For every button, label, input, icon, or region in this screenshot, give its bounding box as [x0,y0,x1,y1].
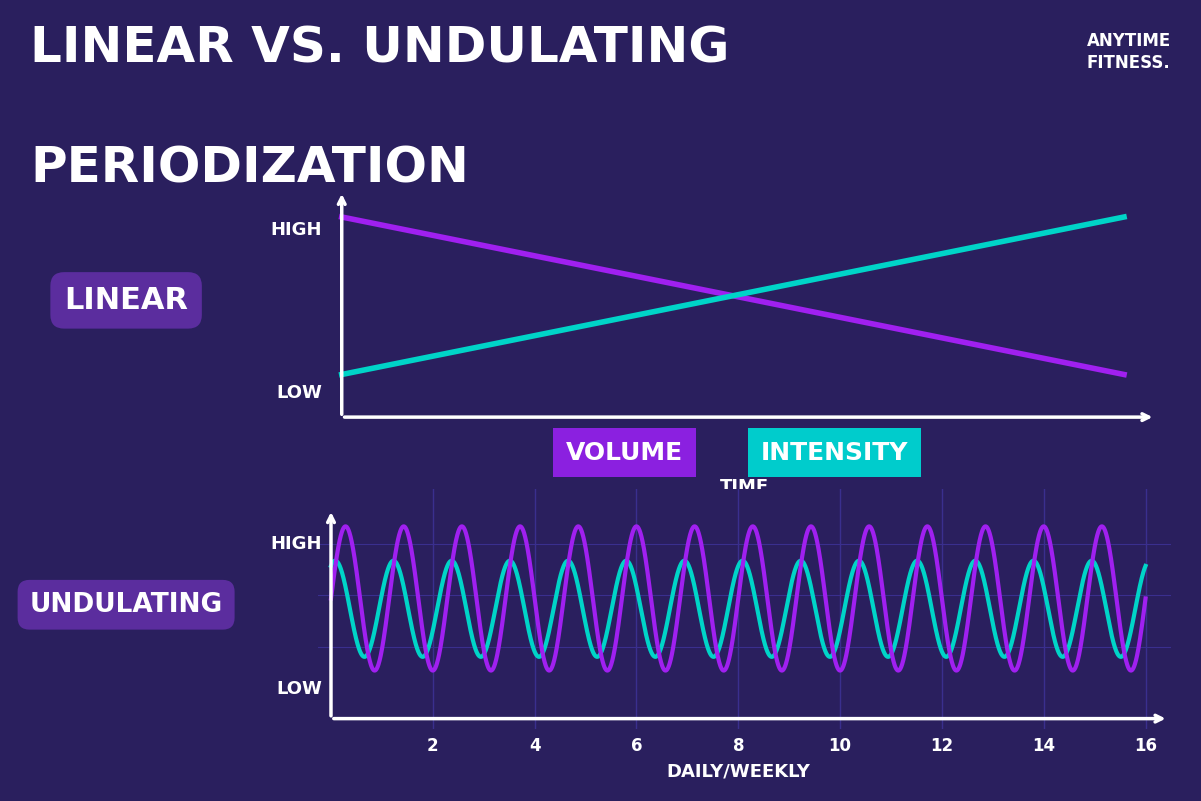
Text: VOLUME: VOLUME [566,441,683,465]
Text: 6: 6 [631,737,643,755]
Text: PERIODIZATION: PERIODIZATION [30,144,468,192]
Text: LINEAR: LINEAR [64,286,189,315]
Text: HIGH: HIGH [270,221,322,239]
Text: 8: 8 [733,737,743,755]
Text: 10: 10 [829,737,852,755]
Text: TIME: TIME [721,477,769,496]
Text: HIGH: HIGH [270,534,322,553]
Text: UNDULATING: UNDULATING [30,592,222,618]
Text: 16: 16 [1134,737,1157,755]
Text: 12: 12 [931,737,954,755]
Text: DAILY/WEEKLY: DAILY/WEEKLY [667,763,811,781]
Text: 14: 14 [1032,737,1056,755]
Text: ANYTIME
FITNESS.: ANYTIME FITNESS. [1087,32,1171,72]
Text: 4: 4 [528,737,540,755]
Text: INTENSITY: INTENSITY [761,441,908,465]
Text: LOW: LOW [276,680,322,698]
Text: 2: 2 [428,737,438,755]
Text: LINEAR VS. UNDULATING: LINEAR VS. UNDULATING [30,24,729,72]
Text: LOW: LOW [276,384,322,402]
